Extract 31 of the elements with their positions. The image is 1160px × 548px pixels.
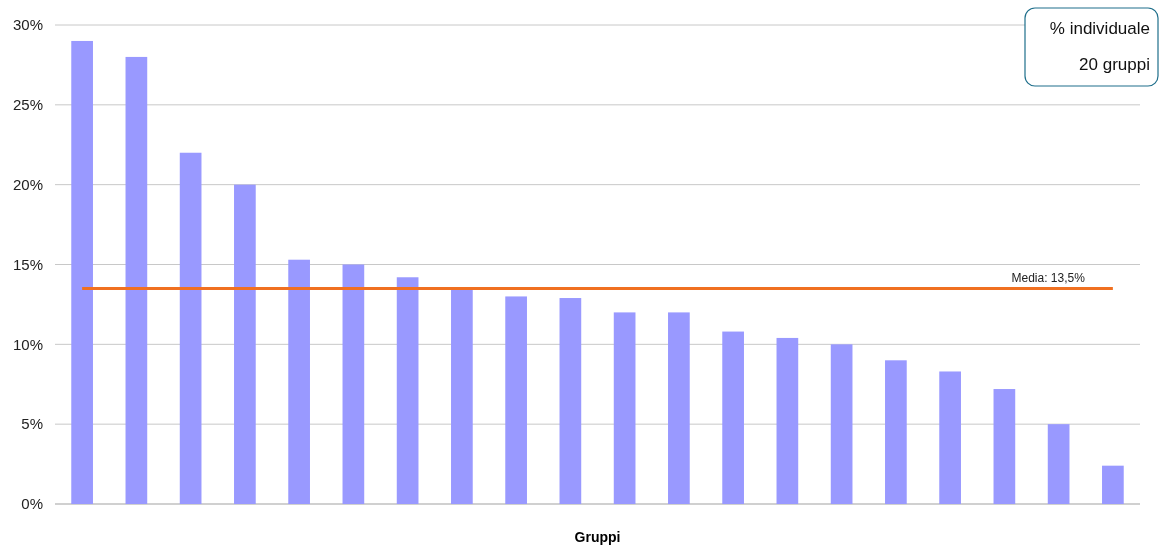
ref-line-label: Media: 13,5% xyxy=(1011,271,1086,286)
bar xyxy=(1047,424,1070,504)
bar xyxy=(776,337,799,504)
bar xyxy=(885,360,907,504)
bar xyxy=(722,331,744,504)
bar xyxy=(1102,465,1124,504)
y-tick-label: 0% xyxy=(21,495,43,513)
bar xyxy=(830,344,853,504)
bar xyxy=(396,277,419,504)
bar xyxy=(179,152,202,504)
x-axis-title: Gruppi xyxy=(574,529,621,545)
y-tick-label: 20% xyxy=(12,175,43,193)
bar xyxy=(125,56,148,504)
bar xyxy=(668,312,690,504)
bar xyxy=(939,371,961,504)
annotation: 20 gruppi xyxy=(1079,55,1150,74)
bar xyxy=(613,312,636,504)
bar xyxy=(342,264,365,504)
bar xyxy=(71,40,93,504)
bar xyxy=(234,184,256,504)
annotation: % individuale xyxy=(1049,19,1150,38)
y-tick-label: 30% xyxy=(12,16,43,34)
y-tick-label: 10% xyxy=(12,335,43,353)
bar xyxy=(288,259,310,504)
y-tick-label: 15% xyxy=(12,255,43,273)
bar xyxy=(993,389,1016,504)
bar xyxy=(451,288,473,504)
y-tick-label: 25% xyxy=(12,96,43,114)
y-tick-label: 5% xyxy=(21,415,43,433)
bar xyxy=(559,298,582,504)
bar xyxy=(505,296,527,504)
